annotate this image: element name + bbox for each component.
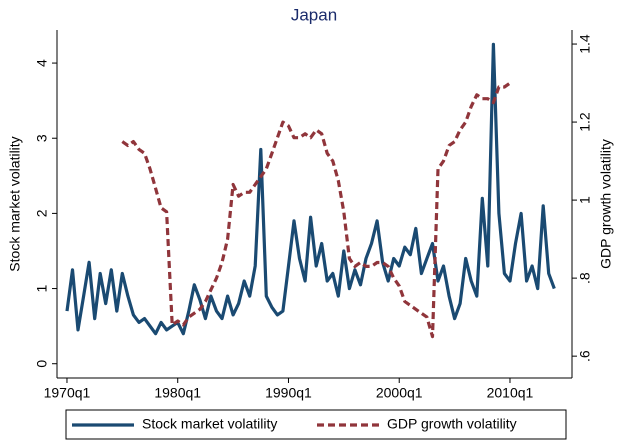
legend-label: Stock market volatility (142, 416, 277, 432)
series-line (65, 42, 556, 336)
x-tick-label: 2000q1 (376, 385, 423, 401)
chart-title: Japan (291, 5, 337, 24)
y2-tick-label: 1 (577, 196, 593, 204)
x-tick-label: 2010q1 (487, 385, 534, 401)
x-tick-label: 1980q1 (154, 385, 201, 401)
legend-box (65, 409, 567, 440)
series-line (121, 81, 511, 339)
y-tick-label: 2 (34, 209, 50, 217)
y2-tick-label: .6 (577, 350, 593, 362)
y-axis-title: Stock market volatility (7, 136, 23, 271)
x-tick-label: 1990q1 (265, 385, 312, 401)
y-tick-label: 1 (34, 284, 50, 292)
y2-tick-label: 1.2 (577, 112, 593, 132)
y2-axis-title: GDP growth volatility (598, 139, 614, 269)
y2-tick-label: 1.4 (577, 34, 593, 54)
y-tick-label: 0 (34, 360, 50, 368)
y2-tick-label: .8 (577, 272, 593, 284)
y-tick-label: 3 (34, 134, 50, 142)
y-tick-label: 4 (34, 59, 50, 67)
x-tick-label: 1970q1 (44, 385, 91, 401)
legend-label: GDP growth volatility (387, 416, 517, 432)
